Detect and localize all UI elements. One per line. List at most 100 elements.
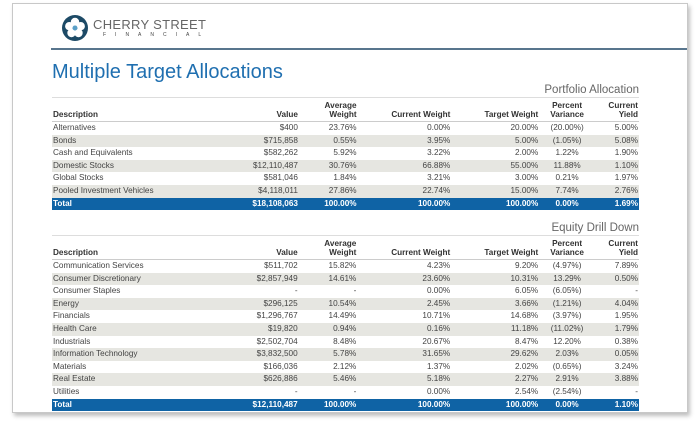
cell: $626,886 xyxy=(251,373,299,386)
cell: 1.95% xyxy=(614,311,638,321)
column-header: Average Weight xyxy=(298,235,358,260)
cell: 3.21% xyxy=(427,173,451,183)
column-header: Value xyxy=(251,235,299,260)
cell: 1.10% xyxy=(594,159,639,173)
cell: 7.89% xyxy=(614,261,638,270)
cell: Consumer Staples xyxy=(53,286,121,296)
cell: 2.00% xyxy=(515,148,539,158)
table-row: Industrials $2,502,704 8.48% 20.67% 8.47% 12.… xyxy=(52,336,639,349)
table-row: Bonds $715,858 0.55% 3.95% 5.00% (1.05%) 5.08% xyxy=(52,134,639,148)
cell: Utilities xyxy=(53,386,80,396)
cell: Pooled Investment Vehicles xyxy=(52,184,252,198)
cell: 100.00% xyxy=(298,398,358,412)
table-row: Global Stocks $581,046 1.84% 3.21% 3.00% 0.21… xyxy=(52,172,639,185)
cell: 10.54% xyxy=(298,297,358,311)
cell: 11.18% xyxy=(451,322,540,336)
cell: 29.62% xyxy=(451,348,540,361)
table-row: Communication Services $511,702 15.82% 4.23… xyxy=(52,260,639,273)
cell: 22.74% xyxy=(357,184,452,198)
cell: 0.00% xyxy=(539,398,595,412)
cell: 2.03% xyxy=(539,348,595,361)
table-row: Alternatives $400 23.76% 0.00% 20.00% (20.00%… xyxy=(52,122,639,135)
cell: (1.05%) xyxy=(539,134,595,148)
cell: 14.49% xyxy=(328,311,357,321)
cell: (3.97%) xyxy=(552,311,582,321)
cell: (20.00%) xyxy=(550,123,584,132)
column-header: Description xyxy=(52,97,252,122)
cell: Global Stocks xyxy=(53,173,104,183)
table-row: Real Estate $626,886 5.46% 5.18% 2.27% 2.91% 3… xyxy=(52,373,639,386)
cell: 9.20% xyxy=(515,261,539,270)
cell: 1.69% xyxy=(594,197,639,211)
cell: 2.76% xyxy=(594,184,639,198)
cell: $4,118,011 xyxy=(251,184,299,198)
cell: $296,125 xyxy=(251,297,299,311)
cell: $715,858 xyxy=(251,134,299,148)
cell: - xyxy=(294,386,298,396)
cell: 3.95% xyxy=(357,134,452,148)
cell: $19,820 xyxy=(251,322,299,336)
column-header: Percent Variance xyxy=(539,235,595,260)
cell: 1.22% xyxy=(555,148,579,158)
cell: 2.45% xyxy=(357,297,452,311)
total-row: Total $18,108,063 100.00% 100.00% 100.00% 0.0… xyxy=(52,197,639,211)
cell: 0.16% xyxy=(357,322,452,336)
allocation-table: Description Value Average Weight Current We… xyxy=(52,235,639,412)
column-header: Percent Variance xyxy=(539,97,595,122)
cell: 5.78% xyxy=(298,348,358,361)
cell: (2.54%) xyxy=(552,386,582,396)
page-title: Multiple Target Allocations xyxy=(52,61,283,83)
cell: 27.86% xyxy=(298,184,358,198)
cell: 2.54% xyxy=(515,386,539,396)
column-header: Current Yield xyxy=(594,97,639,122)
cell: 3.66% xyxy=(451,297,540,311)
cell: 2.27% xyxy=(451,373,540,386)
cell: 0.55% xyxy=(298,134,358,148)
cell: 20.00% xyxy=(510,123,539,132)
cell: $2,502,704 xyxy=(256,336,298,346)
logo: CHERRY STREET FINANCIAL xyxy=(61,14,210,42)
cell: 0.00% xyxy=(539,197,595,211)
cell: 5.18% xyxy=(357,373,452,386)
cell: 3.24% xyxy=(614,361,638,371)
equity-drill-down-section: Equity Drill Down Description Value Averag… xyxy=(52,221,639,412)
cell: 1.37% xyxy=(426,361,451,371)
cell: 0.05% xyxy=(594,348,639,361)
cell: 14.61% xyxy=(298,272,358,286)
cell: 10.71% xyxy=(422,311,451,321)
cell: Alternatives xyxy=(53,123,96,132)
cell: (6.05%) xyxy=(552,286,582,296)
cell: 2.12% xyxy=(333,361,357,371)
cell: 100.00% xyxy=(451,197,540,211)
cell: (4.97%) xyxy=(552,261,582,270)
cell: 0.38% xyxy=(614,336,638,346)
cell: (1.21%) xyxy=(539,297,595,311)
cell: 7.74% xyxy=(539,184,595,198)
cell: Total xyxy=(52,197,252,211)
cell: Industrials xyxy=(53,336,91,346)
cell: 6.05% xyxy=(515,286,539,296)
cell: 31.65% xyxy=(357,348,452,361)
report-page: CHERRY STREET FINANCIAL Multiple Target … xyxy=(12,3,688,413)
table-row: Energy $296,125 10.54% 2.45% 3.66% (1.21%) 4.0… xyxy=(52,297,639,311)
column-header: Average Weight xyxy=(298,97,358,122)
cell: 4.23% xyxy=(426,261,451,270)
cell: Consumer Discretionary xyxy=(52,272,252,286)
cell: (11.02%) xyxy=(539,322,595,336)
cell: 100.00% xyxy=(357,197,452,211)
table-row: Information Technology $3,832,500 5.78% 31.… xyxy=(52,348,639,361)
cell: 1.97% xyxy=(614,173,638,183)
cell: 66.88% xyxy=(357,159,452,173)
cell: 11.88% xyxy=(539,159,595,173)
cell: 12.20% xyxy=(553,336,581,346)
cell: 5.46% xyxy=(298,373,358,386)
header-divider xyxy=(51,48,687,50)
cell: $12,110,487 xyxy=(251,159,299,173)
cell: 0.00% xyxy=(427,123,451,132)
cell: 4.04% xyxy=(594,297,639,311)
table-row: Pooled Investment Vehicles $4,118,011 27.8… xyxy=(52,184,639,198)
cell: (0.65%) xyxy=(552,361,582,371)
cell: 1.10% xyxy=(594,398,639,412)
brand-name: CHERRY STREET xyxy=(93,17,207,32)
cell: $2,857,949 xyxy=(251,272,299,286)
